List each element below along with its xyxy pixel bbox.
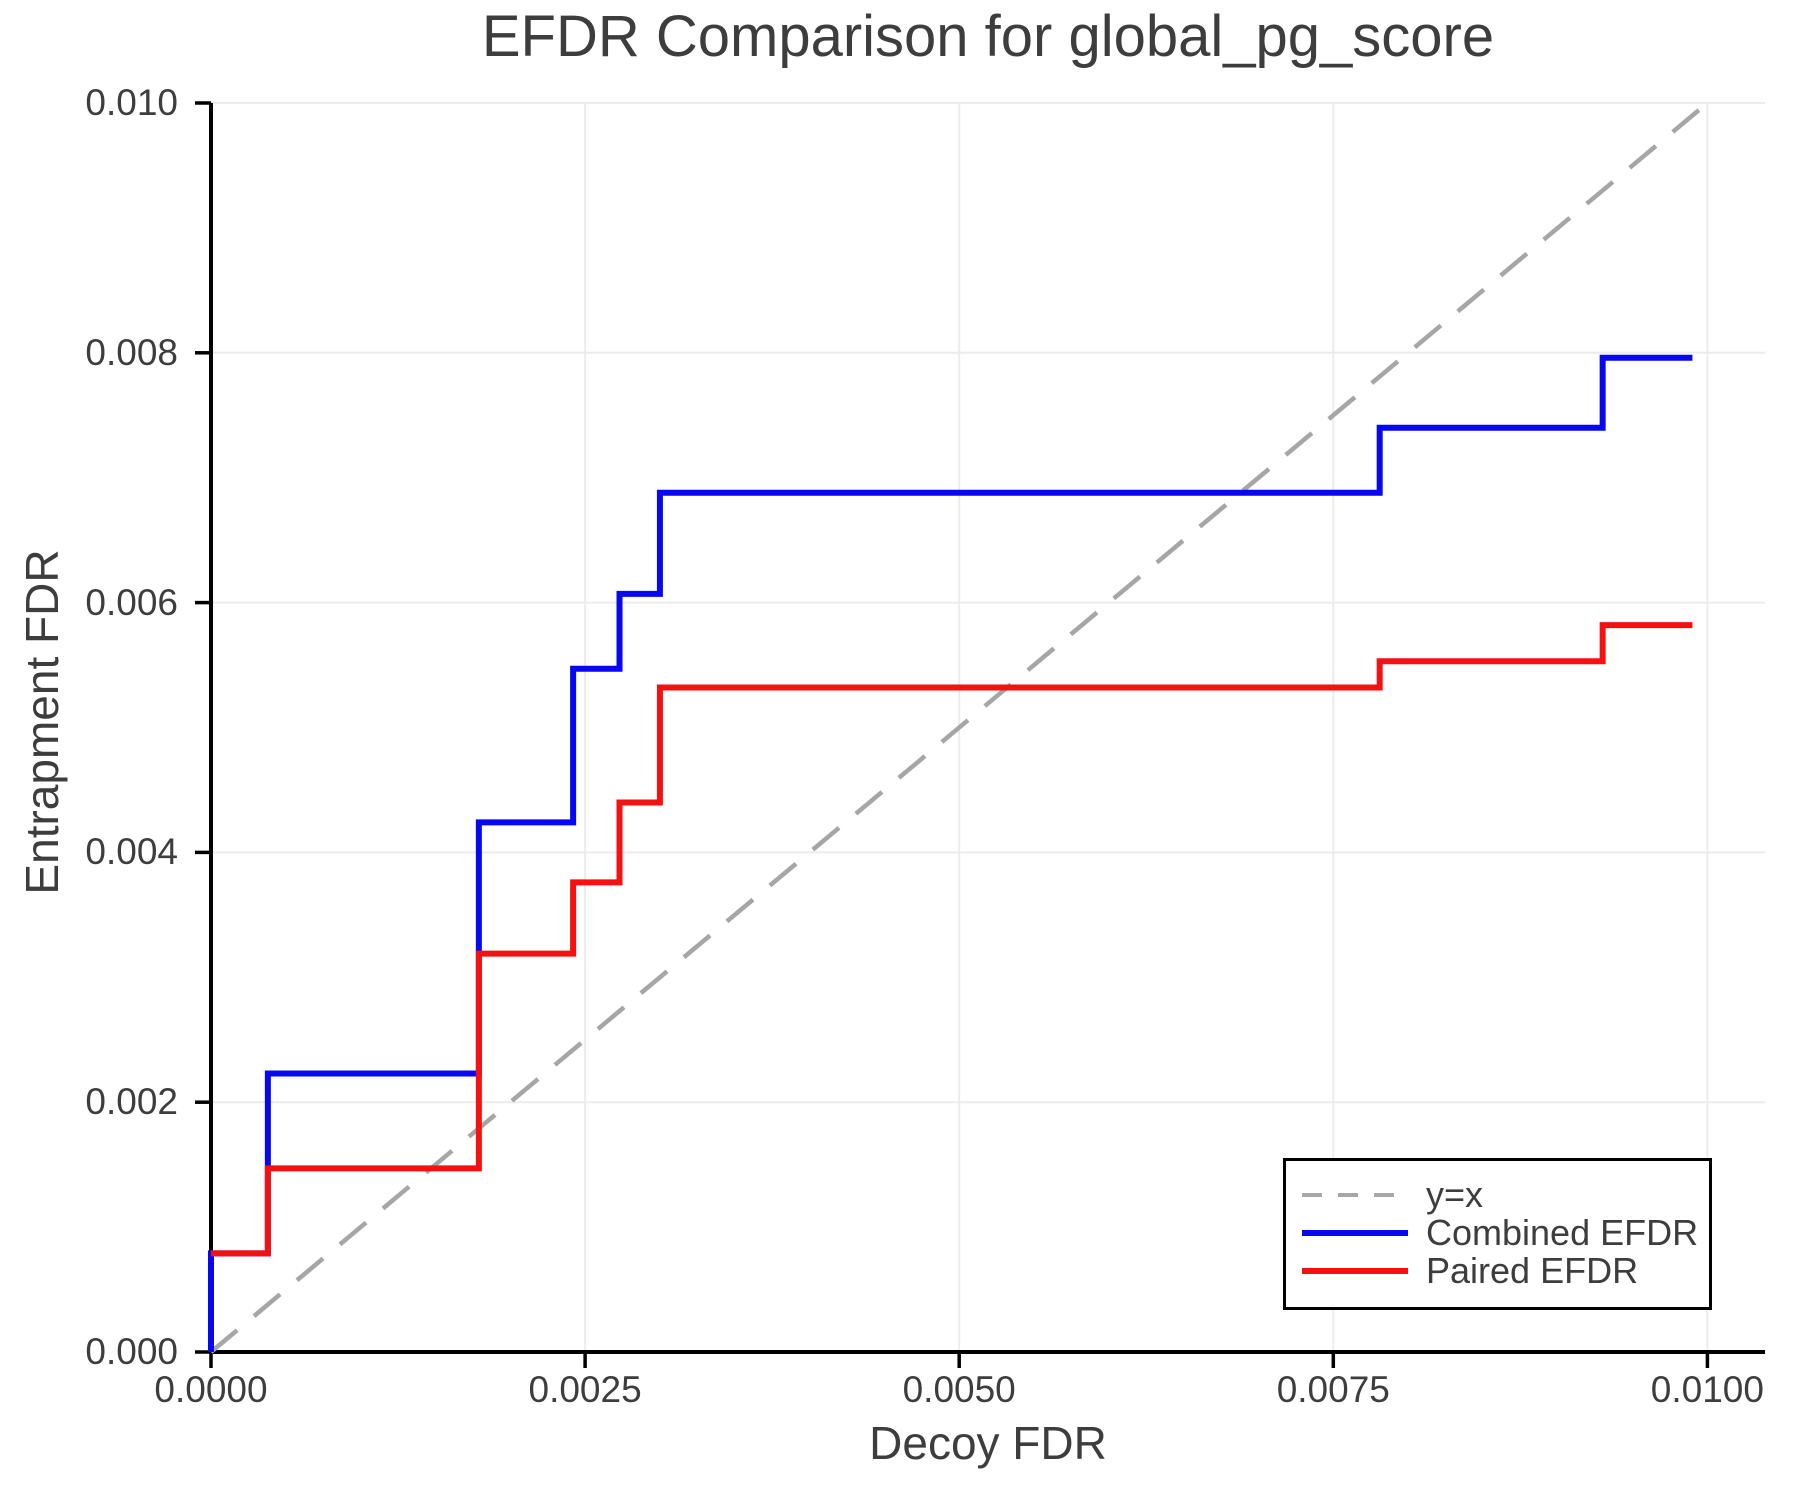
legend: y=x Combined EFDR Paired EFDR — [1283, 1158, 1712, 1310]
x-tick-label: 0.0100 — [1650, 1369, 1764, 1410]
legend-label: Combined EFDR — [1426, 1212, 1699, 1253]
paired-line-sample — [1302, 1268, 1408, 1274]
y-tick-label: 0.002 — [85, 1081, 178, 1123]
x-tick-label: 0.0025 — [528, 1369, 642, 1410]
y-tick-label: 0.000 — [85, 1331, 178, 1372]
x-tick-label: 0.0000 — [154, 1369, 268, 1410]
combined-line-sample — [1302, 1230, 1408, 1236]
x-tick-label: 0.0075 — [1276, 1369, 1390, 1410]
x-axis-label: Decoy FDR — [869, 1417, 1107, 1469]
legend-label: y=x — [1426, 1174, 1484, 1215]
legend-entry-identity: y=x — [1286, 1176, 1709, 1214]
chart-title: EFDR Comparison for global_pg_score — [481, 4, 1495, 69]
y-tick-label: 0.008 — [85, 331, 178, 373]
legend-label: Paired EFDR — [1426, 1250, 1639, 1291]
y-tick-label: 0.010 — [85, 82, 178, 123]
y-axis-label: Entrapment FDR — [16, 549, 68, 895]
x-tick-label: 0.0050 — [902, 1369, 1016, 1410]
legend-entry-combined: Combined EFDR — [1286, 1214, 1709, 1252]
y-tick-label: 0.004 — [85, 831, 178, 873]
legend-entry-paired: Paired EFDR — [1286, 1252, 1709, 1290]
y-tick-label: 0.006 — [85, 581, 178, 623]
identity-line-sample — [1302, 1193, 1408, 1197]
